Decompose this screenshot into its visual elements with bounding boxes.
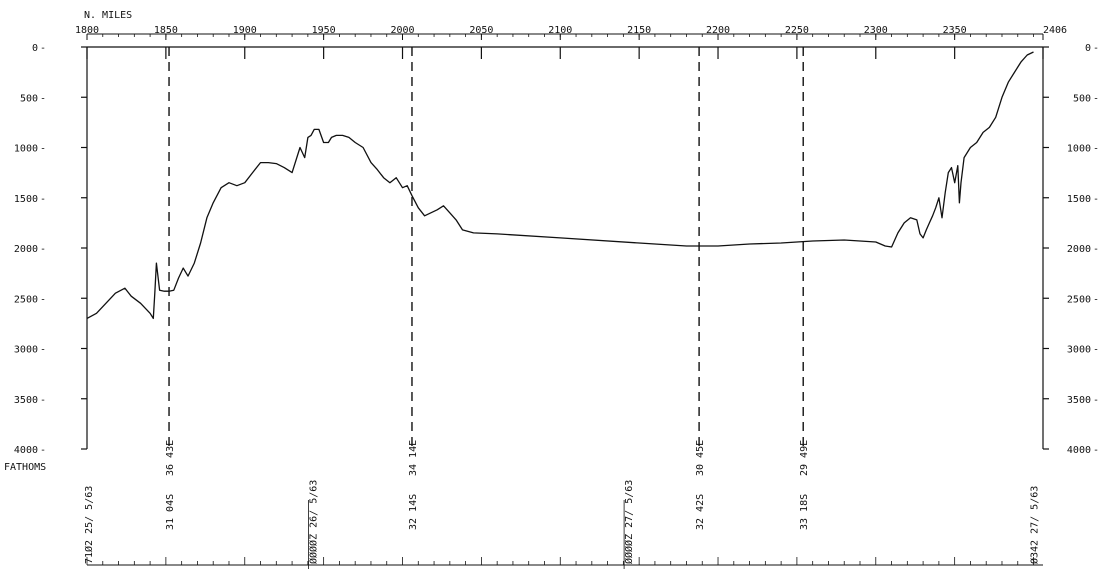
date-annotation: ØØØØZ 27/ 5/63: [623, 480, 635, 564]
y-tick-dot-right: -: [1093, 445, 1099, 456]
y-tick-label-right: 2000: [1067, 244, 1091, 255]
x-tick-label: 2100: [548, 25, 572, 36]
position-marker-top-label: 29 49E: [799, 440, 810, 476]
y-tick-label-left: 4000: [14, 445, 38, 456]
x-axis-ticks: 1800 1850 1900 1950 2000 2050 2100 2150 2200 2250…: [75, 25, 1067, 59]
position-marker-bottom-label: 32 42S: [695, 494, 706, 530]
y-tick-dot-left: -: [40, 93, 46, 104]
y-tick-label-right: 3000: [1067, 345, 1091, 356]
y-tick-dot-left: -: [40, 144, 46, 155]
y-tick-label-left: 2000: [14, 244, 38, 255]
y-tick-label-left: 500: [20, 93, 38, 104]
x-tick-label: 1950: [312, 25, 336, 36]
y-tick-label-left: 1500: [14, 194, 38, 205]
x-tick-label: 2406: [1043, 25, 1067, 36]
x-tick-label: 2050: [469, 25, 493, 36]
y-tick-dot-left: -: [40, 445, 46, 456]
y-tick-dot-right: -: [1093, 93, 1099, 104]
y-tick-dot-right: -: [1093, 144, 1099, 155]
y-tick-dot-right: -: [1093, 345, 1099, 356]
date-annotation: 71Ø2 25/ 5/63: [83, 486, 95, 564]
y-tick-label-right: 0: [1085, 43, 1091, 54]
position-marker-bottom-label: 33 18S: [799, 494, 810, 530]
y-tick-label-left: 2500: [14, 294, 38, 305]
x-tick-label: 2350: [943, 25, 967, 36]
position-marker-bottom-label: 32 14S: [408, 494, 419, 530]
y-tick-dot-left: -: [40, 294, 46, 305]
position-marker-top-label: 30 45E: [695, 440, 706, 476]
x-tick-label: 1800: [75, 25, 99, 36]
y-axis-ticks: 0 -500 -1000 -1500 -2000 -2500 -3000 -3500 -4000…: [14, 43, 1099, 456]
y-tick-dot-left: -: [40, 345, 46, 356]
y-tick-label-left: 3500: [14, 395, 38, 406]
x-tick-label: 1850: [154, 25, 178, 36]
position-marker-top-label: 34 14E: [408, 440, 419, 476]
x-tick-label: 2300: [864, 25, 888, 36]
position-markers: 36 43E 31 04S 34 14E 32 14S 30 45E 32 42S 29 4…: [165, 47, 810, 530]
x-tick-label: 2250: [785, 25, 809, 36]
x-axis-title: N. MILES: [84, 10, 132, 21]
y-tick-dot-left: -: [40, 43, 46, 54]
y-tick-dot-right: -: [1093, 43, 1099, 54]
position-marker-bottom-label: 31 04S: [165, 494, 176, 530]
y-tick-label-left: 3000: [14, 345, 38, 356]
y-tick-dot-left: -: [40, 244, 46, 255]
y-tick-label-right: 3500: [1067, 395, 1091, 406]
plot-frame: [86, 33, 1044, 449]
x-tick-label: 1900: [233, 25, 257, 36]
y-tick-label-right: 1500: [1067, 194, 1091, 205]
y-tick-label-right: 4000: [1067, 445, 1091, 456]
y-tick-dot-right: -: [1093, 395, 1099, 406]
y-tick-label-left: 0: [32, 43, 38, 54]
y-tick-dot-right: -: [1093, 194, 1099, 205]
y-axis-title: FATHOMS: [4, 462, 46, 473]
x-tick-label: 2200: [706, 25, 730, 36]
y-tick-dot-left: -: [40, 194, 46, 205]
x-tick-label: 2000: [390, 25, 414, 36]
position-marker-top-label: 36 43E: [165, 440, 176, 476]
date-annotations: 71Ø2 25/ 5/63 ØØØØZ 26/ 5/63 ØØØØZ 27/ 5/6…: [83, 480, 1041, 569]
y-tick-label-right: 500: [1073, 93, 1091, 104]
y-tick-label-right: 2500: [1067, 294, 1091, 305]
y-tick-dot-right: -: [1093, 244, 1099, 255]
y-tick-label-left: 1000: [14, 144, 38, 155]
y-tick-dot-left: -: [40, 395, 46, 406]
date-annotation: ØØØØZ 26/ 5/63: [308, 480, 320, 564]
date-annotation: Ø342 27/ 5/63: [1029, 486, 1041, 564]
series-layer: [86, 51, 1034, 320]
depth-profile-line: [86, 51, 1034, 320]
x-tick-label: 2150: [627, 25, 651, 36]
bottom-scale-ticks: [86, 557, 1043, 566]
y-tick-dot-right: -: [1093, 294, 1099, 305]
y-tick-label-right: 1000: [1067, 144, 1091, 155]
